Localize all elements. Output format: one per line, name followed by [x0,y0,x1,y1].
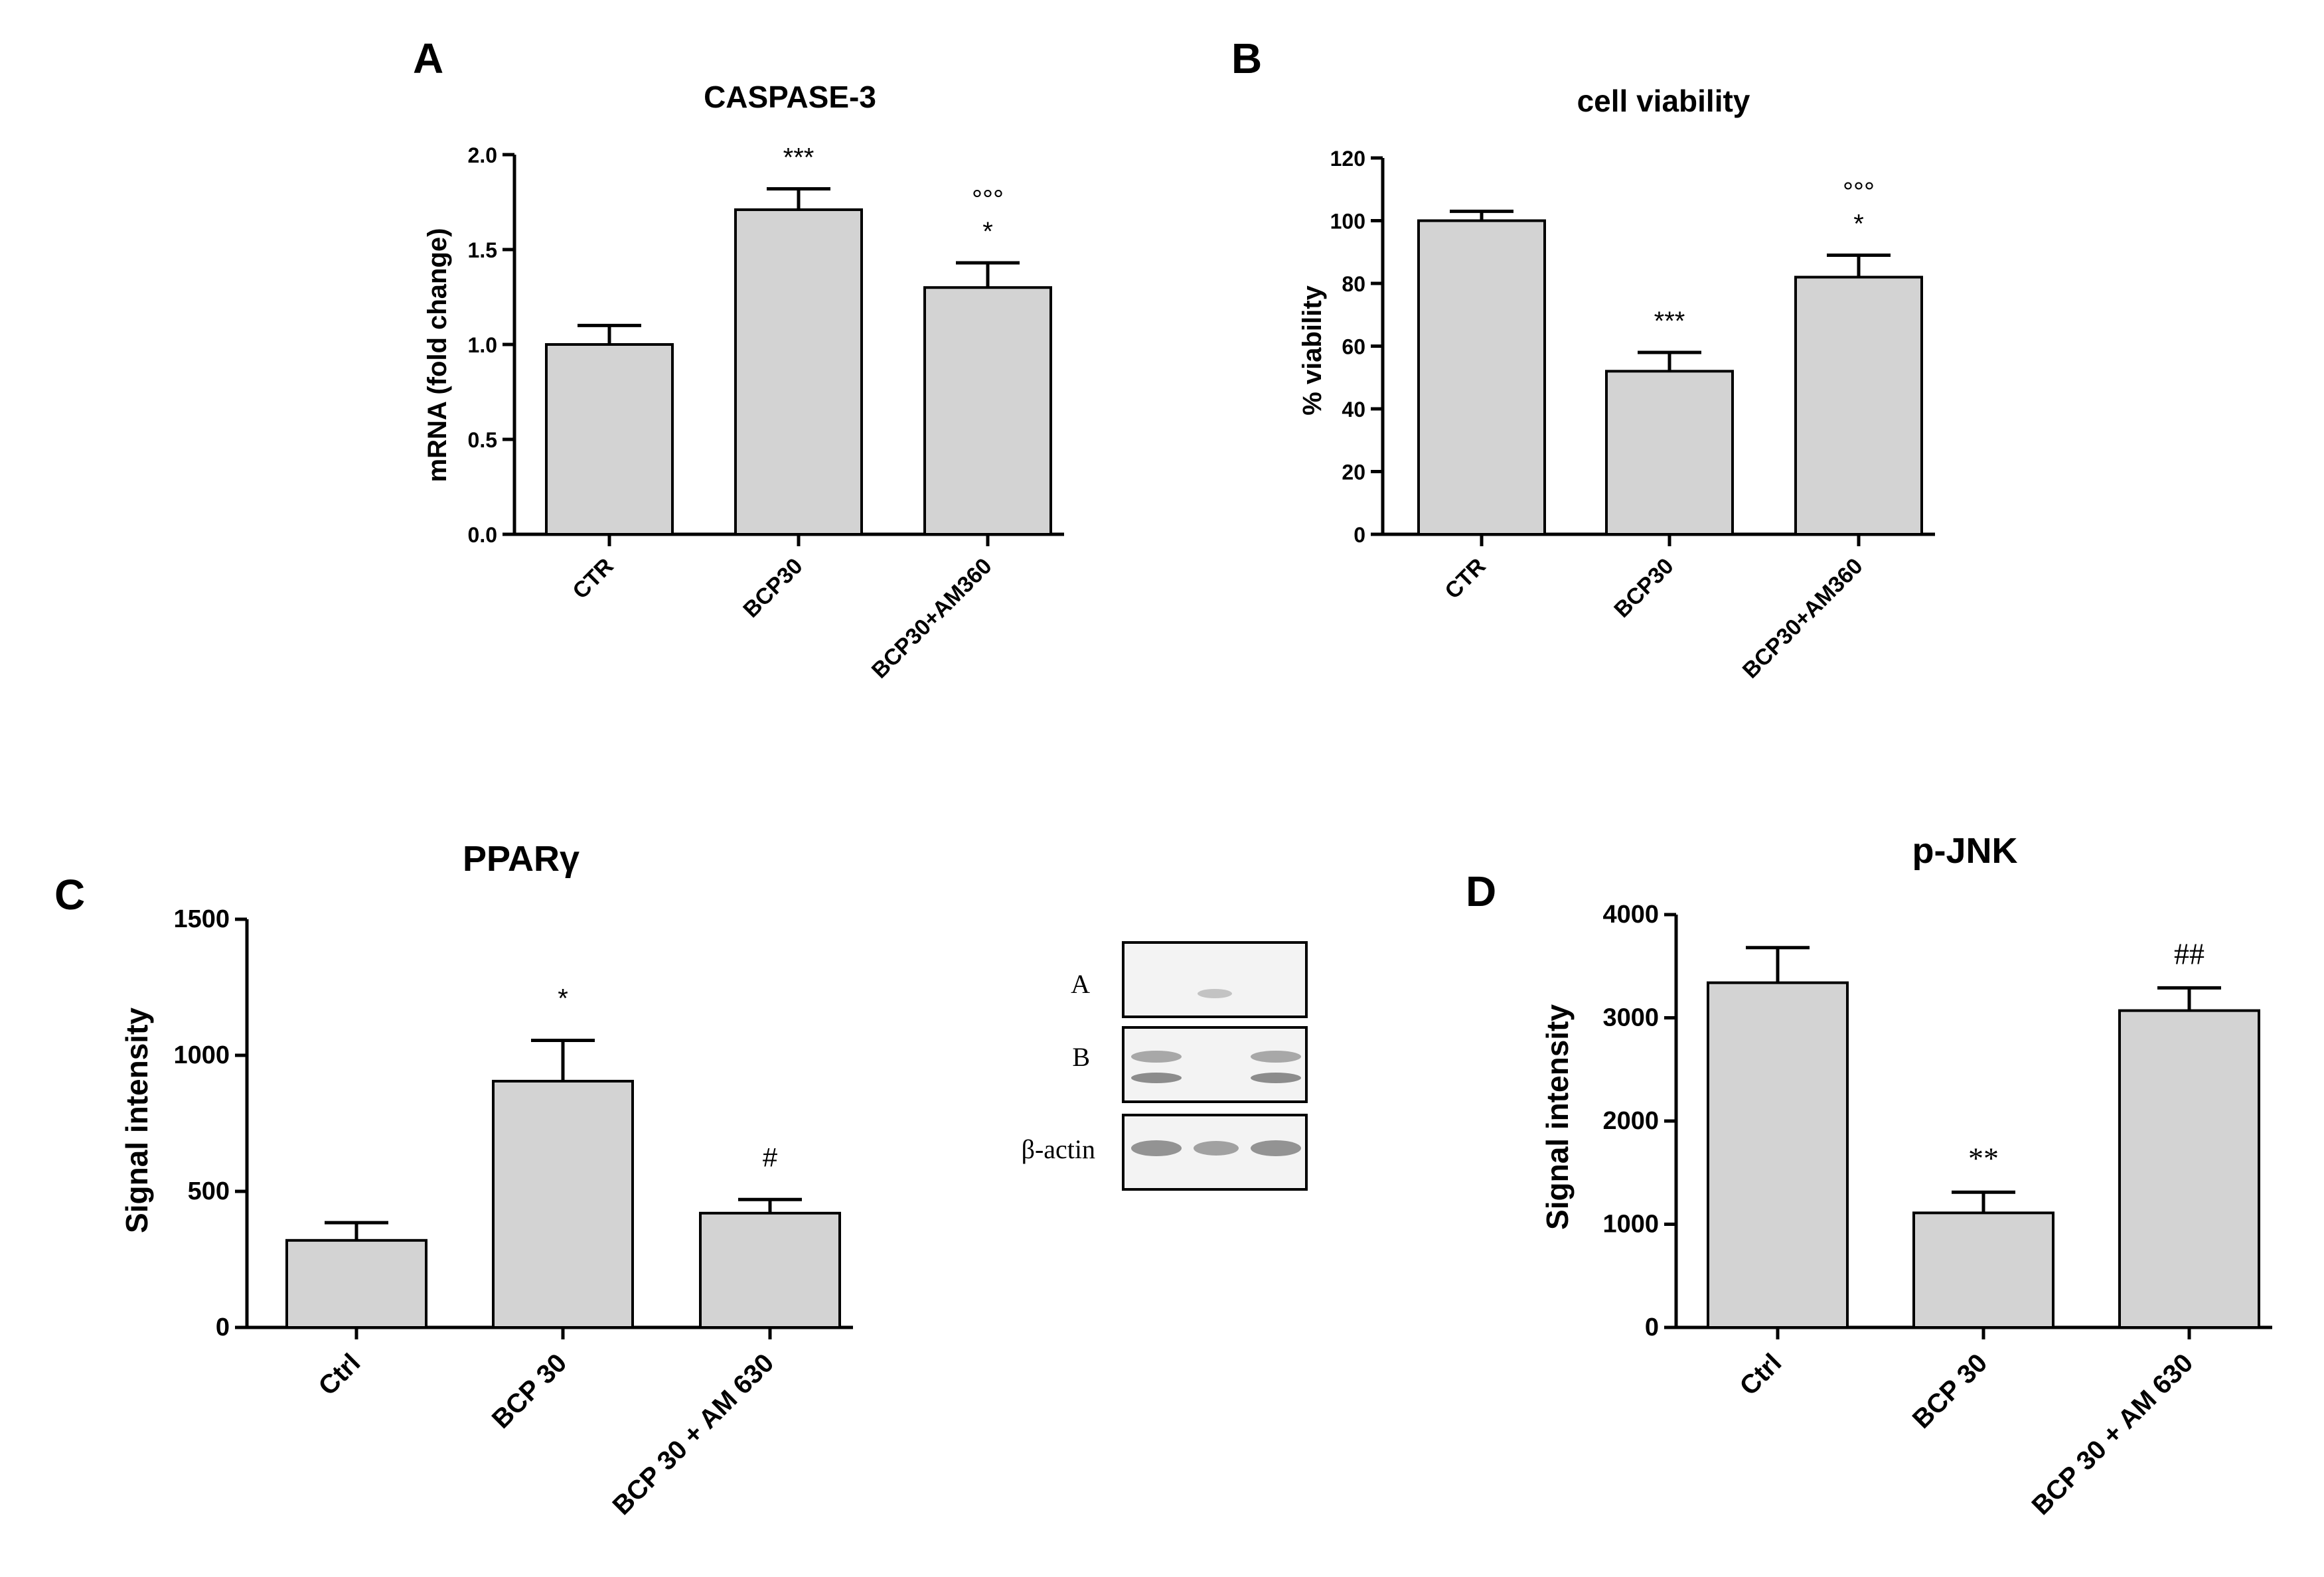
y-tick-label: 0 [216,1314,230,1341]
blot-band [1131,1140,1182,1156]
bar-bcp30 [734,208,863,536]
y-tick-label: 0.0 [468,523,497,547]
y-tick-label: 120 [1330,147,1365,171]
bar-bcp-30-am-630 [2118,1009,2260,1329]
y-tick-label: 1.5 [468,238,497,262]
panel-a-ylabel: mRNA (fold change) [423,228,452,483]
panel-c-plot: 0 500 1000 1500 Ctrl * BCP 30 # BCP 30 + AM 630 [173,905,853,1521]
bar-bcp-30-am-630 [699,1211,841,1329]
bar-bcp30 [1605,370,1734,536]
blot-band [1131,1051,1182,1063]
blot-row-label-b: B [1072,1042,1090,1072]
y-tick-label: 2000 [1602,1107,1659,1135]
blot-strip-a [1122,941,1308,1018]
y-tick-label: 60 [1342,335,1365,359]
blot-band [1251,1073,1301,1083]
significance-label: *** [783,143,814,172]
y-tick-label: 20 [1342,461,1365,485]
blot-band [1194,1141,1239,1156]
bar-bcp30-am360 [1794,275,1923,536]
bar-ctrl [1707,981,1849,1329]
significance-label: °°° [972,185,1004,214]
blot-band [1131,1073,1182,1083]
y-tick-label: 0 [1645,1314,1659,1341]
panel-c-letter: C [54,871,85,919]
blot-band [1198,989,1232,998]
bar-ctr [1417,219,1546,536]
panel-a-letter: A [413,35,443,82]
y-tick-label: 3000 [1602,1004,1659,1032]
y-tick-label: 80 [1342,272,1365,296]
x-tick-label: BCP 30 + AM 630 [607,1348,780,1521]
y-tick-label: 0.5 [468,428,497,452]
significance-label: # [763,1143,778,1172]
panel-a-title: CASPASE-3 [704,80,876,114]
panel-d-title: p-JNK [1912,831,2018,871]
panel-a-plot: 0.0 0.5 1.0 1.5 2.0 CTR *** BCP30 °°° * BCP30+AM36… [468,143,1064,684]
panel-c-ylabel: Signal intensity [119,1008,154,1233]
significance-label: *** [1654,307,1685,336]
significance-label: * [558,984,568,1013]
y-tick-label: 1500 [173,905,230,933]
significance-label: * [1853,209,1864,238]
y-tick-label: 500 [188,1177,230,1205]
x-tick-label: BCP30 [738,554,807,623]
y-tick-label: 100 [1330,210,1365,234]
bar-ctrl [285,1239,427,1329]
y-tick-label: 0 [1354,523,1365,547]
significance-label: ## [2174,937,2205,970]
panel-b-letter: B [1231,35,1262,82]
y-tick-label: 1.0 [468,333,497,357]
bar-bcp-30 [492,1079,634,1329]
blot-row-label-beta-actin: β-actin [1022,1134,1095,1164]
bar-bcp30-am360 [923,286,1052,536]
panel-d-ylabel: Signal intensity [1540,1004,1575,1230]
x-tick-label: CTR [568,554,618,604]
panel-b-title: cell viability [1577,84,1750,118]
y-tick-label: 1000 [1602,1211,1659,1239]
panel-b-ylabel: % viability [1298,285,1327,415]
y-tick-label: 1000 [173,1041,230,1069]
panel-c: C PPARγ Signal intensity 0 500 1000 1500 Ctr… [54,839,853,1521]
blot-band [1251,1051,1301,1063]
western-blot: A B β-actin [1022,941,1308,1191]
x-tick-label: CTR [1440,554,1490,604]
x-tick-label: Ctrl [1735,1348,1788,1401]
panel-d-letter: D [1466,867,1496,915]
significance-label: °°° [1843,177,1875,206]
y-tick-label: 40 [1342,398,1365,421]
bar-ctr [545,343,674,536]
significance-label: ** [1968,1141,1999,1175]
y-tick-label: 4000 [1602,901,1659,929]
panel-c-title: PPARγ [463,839,580,879]
blot-row-label-a: A [1071,969,1090,999]
x-tick-label: BCP 30 + AM 630 [2027,1348,2199,1521]
y-tick-label: 2.0 [468,143,497,167]
blot-band [1251,1140,1301,1156]
x-tick-label: BCP30 [1609,554,1678,623]
panel-d-plot: 0 1000 2000 3000 4000 Ctrl ** BCP 30 ## BCP 30 + … [1602,901,2272,1521]
panel-d: D p-JNK Signal intensity 0 1000 2000 3000 40… [1466,831,2272,1521]
x-tick-label: BCP30+AM360 [867,554,997,684]
x-tick-label: BCP 30 [487,1348,573,1434]
significance-label: * [982,217,993,246]
x-tick-label: BCP30+AM360 [1738,554,1868,684]
panel-a: A CASPASE-3 mRNA (fold change) 0.0 0.5 1.0… [413,35,1064,684]
panel-b-plot: 0 20 40 60 80 100 120 CTR *** BCP30 °°° * BCP30+AM36… [1330,147,1935,684]
bar-bcp-30 [1912,1211,2054,1329]
blot-strip-b [1122,1026,1308,1103]
x-tick-label: BCP 30 [1907,1348,1993,1434]
panel-b: B cell viability % viability 0 20 40 60 80 10… [1231,35,1935,684]
x-tick-label: Ctrl [313,1348,366,1401]
